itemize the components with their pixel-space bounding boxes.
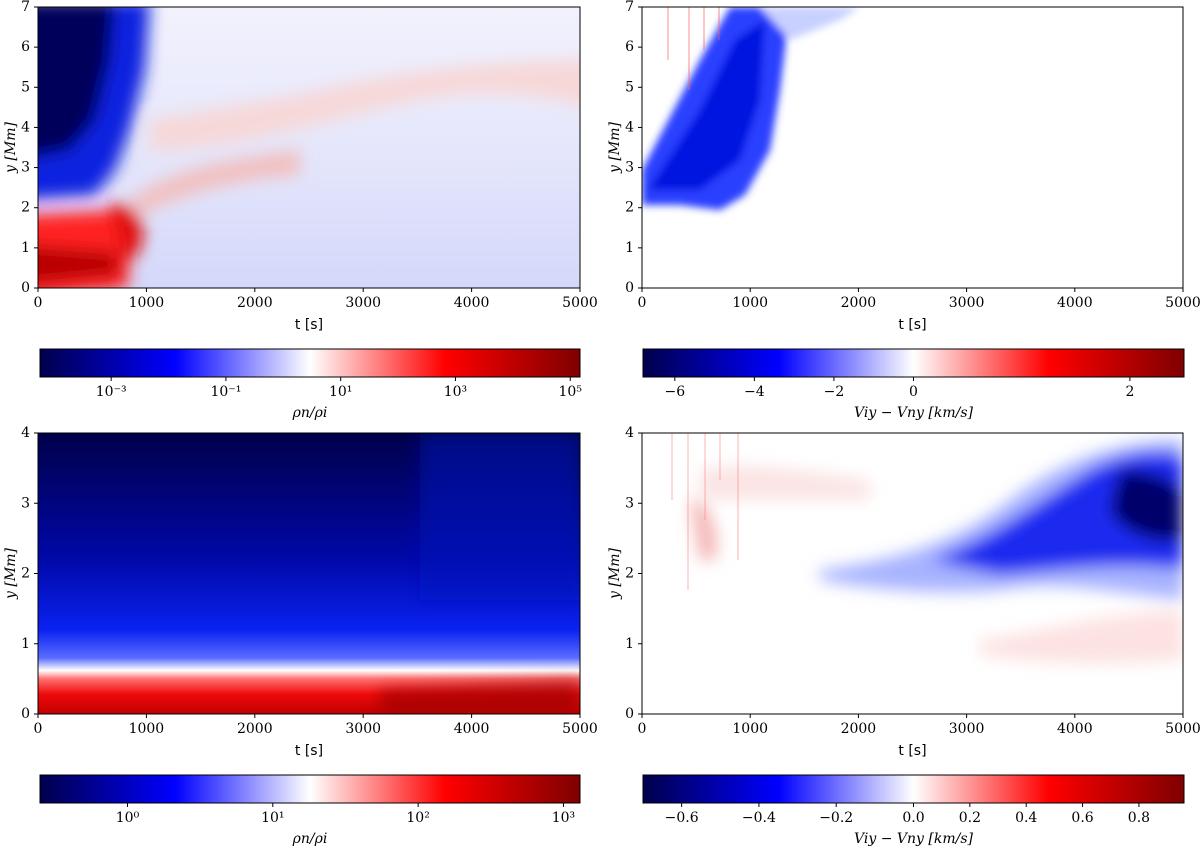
y-axis-label: y [Mm] (607, 122, 623, 174)
x-tick-label: 2000 (237, 721, 273, 737)
y-tick-label: 1 (625, 240, 634, 256)
x-tick-label: 2000 (841, 295, 877, 311)
x-tick-label: 1000 (129, 295, 165, 311)
y-tick-label: 7 (625, 0, 634, 15)
y-tick-label: 4 (625, 119, 634, 135)
y-tick-label: 0 (21, 280, 30, 296)
x-tick-label: 2000 (237, 295, 273, 311)
colorbar-tick-label: 0.2 (959, 810, 981, 826)
colorbar-tick-label: 10³ (552, 810, 575, 826)
colorbar-tick-label: −6 (665, 384, 686, 400)
heatmap-image (642, 7, 1183, 288)
x-tick-label: 4000 (454, 721, 490, 737)
colorbar-tick-label: 10² (406, 810, 429, 826)
x-tick-label: 4000 (1057, 721, 1093, 737)
y-tick-label: 5 (21, 79, 30, 95)
y-tick-label: 2 (625, 200, 634, 216)
x-tick-label: 1000 (732, 295, 768, 311)
colorbar (642, 774, 1185, 804)
colorbar-tick-label: 10¹ (329, 384, 352, 400)
colorbar-tick-label: 10⁰ (116, 810, 140, 826)
colorbar-tick-label: 10⁻¹ (211, 384, 242, 400)
heatmap-image (642, 433, 1183, 714)
colorbar-label: ρn/ρi (292, 405, 328, 421)
y-tick-label: 2 (21, 200, 30, 216)
y-tick-label: 6 (625, 39, 634, 55)
colorbar-tick-label: 0 (909, 384, 918, 400)
y-tick-label: 1 (21, 240, 30, 256)
x-tick-label: 5000 (1165, 295, 1200, 311)
colorbar (39, 774, 581, 804)
plot-frame (641, 6, 1184, 289)
y-tick-label: 5 (625, 79, 634, 95)
y-axis-label: y [Mm] (607, 548, 623, 600)
y-tick-label: 1 (625, 636, 634, 652)
x-tick-label: 5000 (562, 295, 598, 311)
x-tick-label: 4000 (1057, 295, 1093, 311)
y-tick-label: 6 (21, 39, 30, 55)
y-tick-label: 3 (21, 495, 30, 511)
colorbar-tick-label: 0.6 (1071, 810, 1093, 826)
x-tick-label: 1000 (732, 721, 768, 737)
x-axis-label: t [s] (295, 317, 323, 333)
x-tick-label: 1000 (129, 721, 165, 737)
colorbar-tick-label: 10¹ (261, 810, 284, 826)
colorbar (642, 348, 1185, 378)
y-axis-label: y [Mm] (3, 548, 19, 600)
colorbar-tick-label: −2 (824, 384, 845, 400)
plot-frame (37, 6, 581, 289)
y-tick-label: 0 (625, 706, 634, 722)
y-tick-label: 3 (21, 160, 30, 176)
x-axis-label: t [s] (898, 317, 926, 333)
y-tick-label: 4 (21, 119, 30, 135)
colorbar-label: ρn/ρi (292, 831, 328, 847)
y-tick-label: 0 (21, 706, 30, 722)
y-tick-label: 0 (625, 280, 634, 296)
x-tick-label: 5000 (562, 721, 598, 737)
y-tick-label: 3 (625, 160, 634, 176)
colorbar-tick-label: 10⁵ (559, 384, 583, 400)
colorbar-label: Viy − Vny [km/s] (854, 831, 973, 847)
x-tick-label: 4000 (454, 295, 490, 311)
x-tick-label: 0 (34, 295, 43, 311)
x-tick-label: 5000 (1165, 721, 1200, 737)
colorbar-tick-label: 0.0 (902, 810, 924, 826)
y-tick-label: 3 (625, 495, 634, 511)
colorbar-tick-label: 10⁻³ (96, 384, 127, 400)
x-tick-label: 3000 (345, 721, 381, 737)
colorbar-tick-label: 0.4 (1015, 810, 1037, 826)
x-tick-label: 0 (638, 721, 647, 737)
colorbar-label: Viy − Vny [km/s] (854, 405, 973, 421)
x-tick-label: 3000 (949, 721, 985, 737)
x-axis-label: t [s] (898, 743, 926, 759)
x-tick-label: 3000 (345, 295, 381, 311)
colorbar-tick-label: −0.6 (665, 810, 699, 826)
y-tick-label: 7 (21, 0, 30, 15)
heatmap-image (38, 7, 580, 288)
y-tick-label: 2 (625, 566, 634, 582)
colorbar-tick-label: 0.8 (1128, 810, 1150, 826)
y-tick-label: 4 (21, 425, 30, 441)
y-tick-label: 1 (21, 636, 30, 652)
colorbar-tick-label: 2 (1125, 384, 1134, 400)
y-tick-label: 2 (21, 566, 30, 582)
x-tick-label: 2000 (841, 721, 877, 737)
colorbar-tick-label: −4 (744, 384, 765, 400)
x-axis-label: t [s] (295, 743, 323, 759)
x-tick-label: 3000 (949, 295, 985, 311)
colorbar-tick-label: 10³ (444, 384, 467, 400)
colorbar-tick-label: −0.2 (819, 810, 853, 826)
x-tick-label: 0 (34, 721, 43, 737)
x-tick-label: 0 (638, 295, 647, 311)
y-tick-label: 4 (625, 425, 634, 441)
colorbar (39, 348, 581, 378)
y-axis-label: y [Mm] (3, 122, 19, 174)
colorbar-tick-label: −0.4 (742, 810, 776, 826)
heatmap-image (38, 433, 580, 714)
